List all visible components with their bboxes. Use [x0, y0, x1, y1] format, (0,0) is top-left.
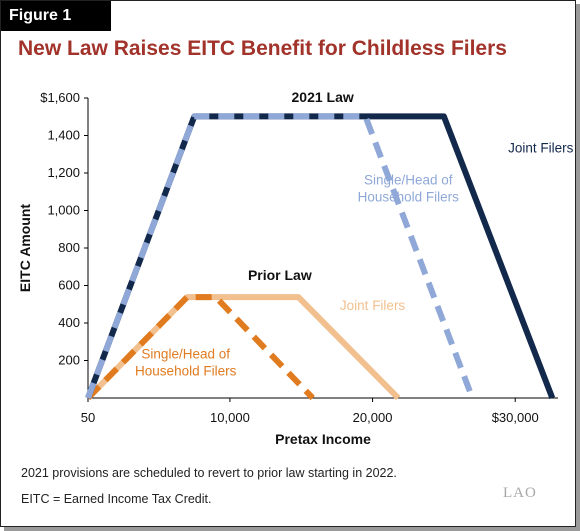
y-tick-label: $1,600 [40, 90, 80, 105]
series-label-line: Joint Filers [340, 298, 406, 313]
series-label-prior-joint: Joint Filers [340, 298, 406, 313]
y-tick-label: 1,000 [47, 203, 80, 218]
y-tick-label: 800 [58, 240, 80, 255]
series-line-prior-single [85, 294, 315, 401]
x-tick-label: 10,000 [210, 410, 250, 425]
figure-label: Figure 1 [1, 1, 111, 31]
footnote-eitc-definition: EITC = Earned Income Tax Credit. [21, 492, 212, 506]
series-label-line: Joint Filers [508, 140, 574, 155]
lao-logo: LAO [503, 485, 537, 501]
chart-title: New Law Raises EITC Benefit for Childles… [18, 37, 507, 60]
series-label-line: Single/Head of [141, 347, 230, 362]
series-label-2021-single: Single/Head of Household Filers [358, 172, 460, 204]
footnote-provisions: 2021 provisions are scheduled to revert … [21, 466, 397, 480]
series-label-prior-single: Single/Head of Household Filers [135, 347, 237, 379]
series-label-line: Single/Head of [364, 172, 453, 187]
series-label-line: Household Filers [358, 189, 460, 204]
y-tick-label: 200 [58, 353, 80, 368]
x-tick-label: 50 [81, 410, 95, 425]
y-tick-label: 600 [58, 278, 80, 293]
x-tick-label: 20,000 [353, 410, 393, 425]
y-tick-label: 1,200 [47, 165, 80, 180]
series-label-2021-joint: Joint Filers [508, 140, 574, 155]
y-tick-label: 400 [58, 315, 80, 330]
group-label-prior-law: Prior Law [248, 267, 312, 283]
x-axis-title: Pretax Income [275, 431, 371, 447]
y-tick-label: 1,400 [47, 128, 80, 143]
x-tick-label: $30,000 [492, 410, 539, 425]
y-axis-title: EITC Amount [17, 204, 33, 292]
series-label-line: Household Filers [135, 364, 237, 379]
series-line-prior-joint [85, 294, 401, 401]
group-label-2021-law: 2021 Law [292, 89, 354, 105]
series-line-2021-single [85, 113, 476, 400]
